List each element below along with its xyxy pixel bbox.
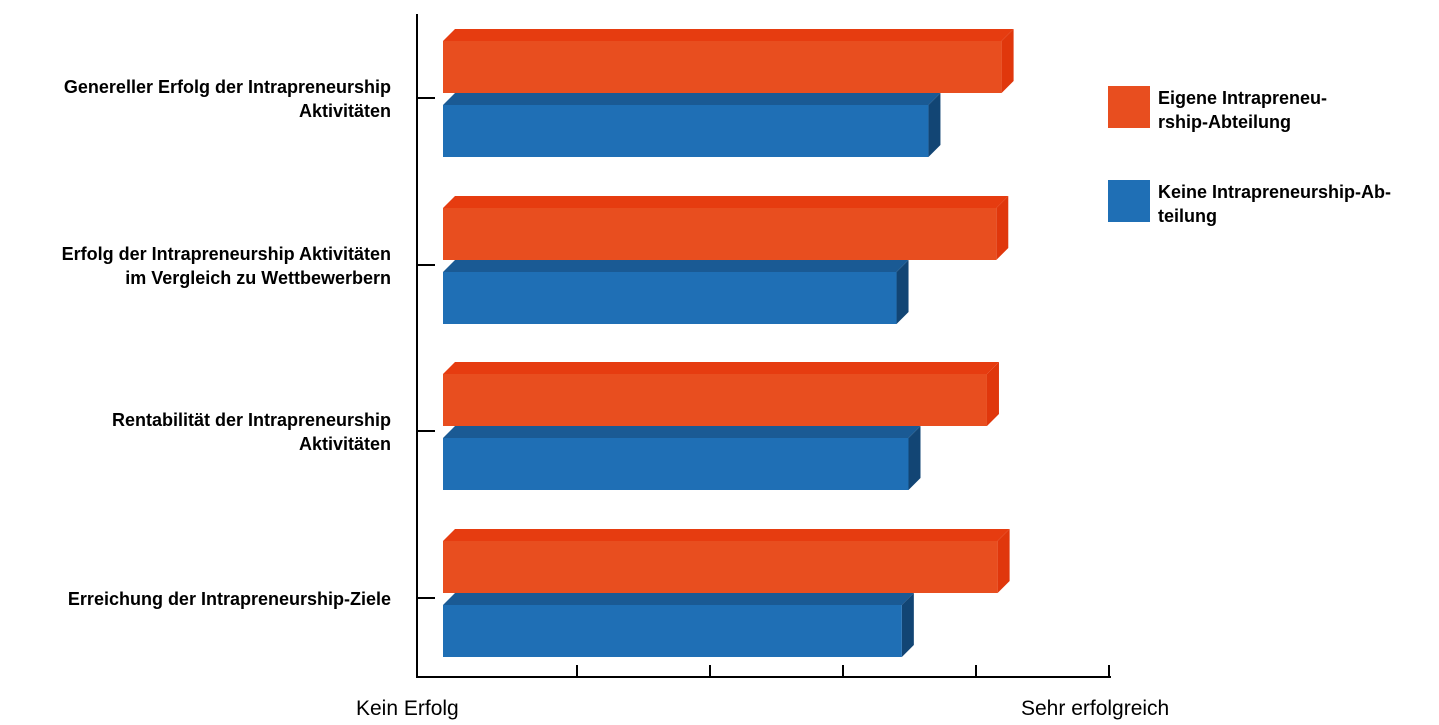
bar-side-face [986,362,999,426]
legend-item-keine: Keine Intrapreneurship-Ab- teilung [1108,180,1418,228]
axes-group [416,14,1111,678]
category-label-1: Genereller Erfolg der Intrapreneurship A… [63,77,391,121]
category-label-3: Rentabilität der Intrapreneurship Aktivi… [111,410,391,454]
bar-front-face [443,374,987,426]
bar-s1-c3 [443,362,999,426]
bar-side-face [908,426,921,490]
bar-front-face [443,605,902,657]
bar-top-face [443,529,1010,541]
x-axis-end-label: Sehr erfolgreich [1021,697,1170,720]
bar-s2-c4 [443,593,914,657]
bar-side-face [997,529,1010,593]
bars-group [443,29,1014,657]
bar-front-face [443,541,998,593]
bar-side-face [896,260,909,324]
bar-s2-c1 [443,93,941,157]
bar-side-face [928,93,941,157]
x-axis-start-label: Kein Erfolg [356,697,459,720]
bar-front-face [443,105,929,157]
bar-front-face [443,41,1002,93]
legend-label-eigene: Eigene Intrapreneu- rship-Abteilung [1158,88,1328,132]
bar-top-face [443,29,1014,41]
bar-front-face [443,208,997,260]
category-label-2: Erfolg der Intrapreneurship Aktivitäten … [61,244,391,288]
legend-item-eigene: Eigene Intrapreneu- rship-Abteilung [1108,86,1418,134]
bar-front-face [443,438,909,490]
bar-s1-c1 [443,29,1014,93]
bar-side-face [996,196,1009,260]
legend-label-keine: Keine Intrapreneurship-Ab- teilung [1158,182,1392,226]
bar-s1-c2 [443,196,1009,260]
bar-s2-c3 [443,426,921,490]
legend-swatch-eigene [1108,86,1150,128]
bar-top-face [443,260,909,272]
category-label-4: Erreichung der Intrapreneurship-Ziele [67,589,391,609]
legend-swatch-keine [1108,180,1150,222]
bar-top-face [443,196,1009,208]
bar-s2-c2 [443,260,909,324]
bar-top-face [443,593,914,605]
bar-top-face [443,93,941,105]
bar-front-face [443,272,897,324]
bar-top-face [443,426,921,438]
bar-side-face [901,593,914,657]
bar-side-face [1001,29,1014,93]
bar-top-face [443,362,999,374]
bar-s1-c4 [443,529,1010,593]
